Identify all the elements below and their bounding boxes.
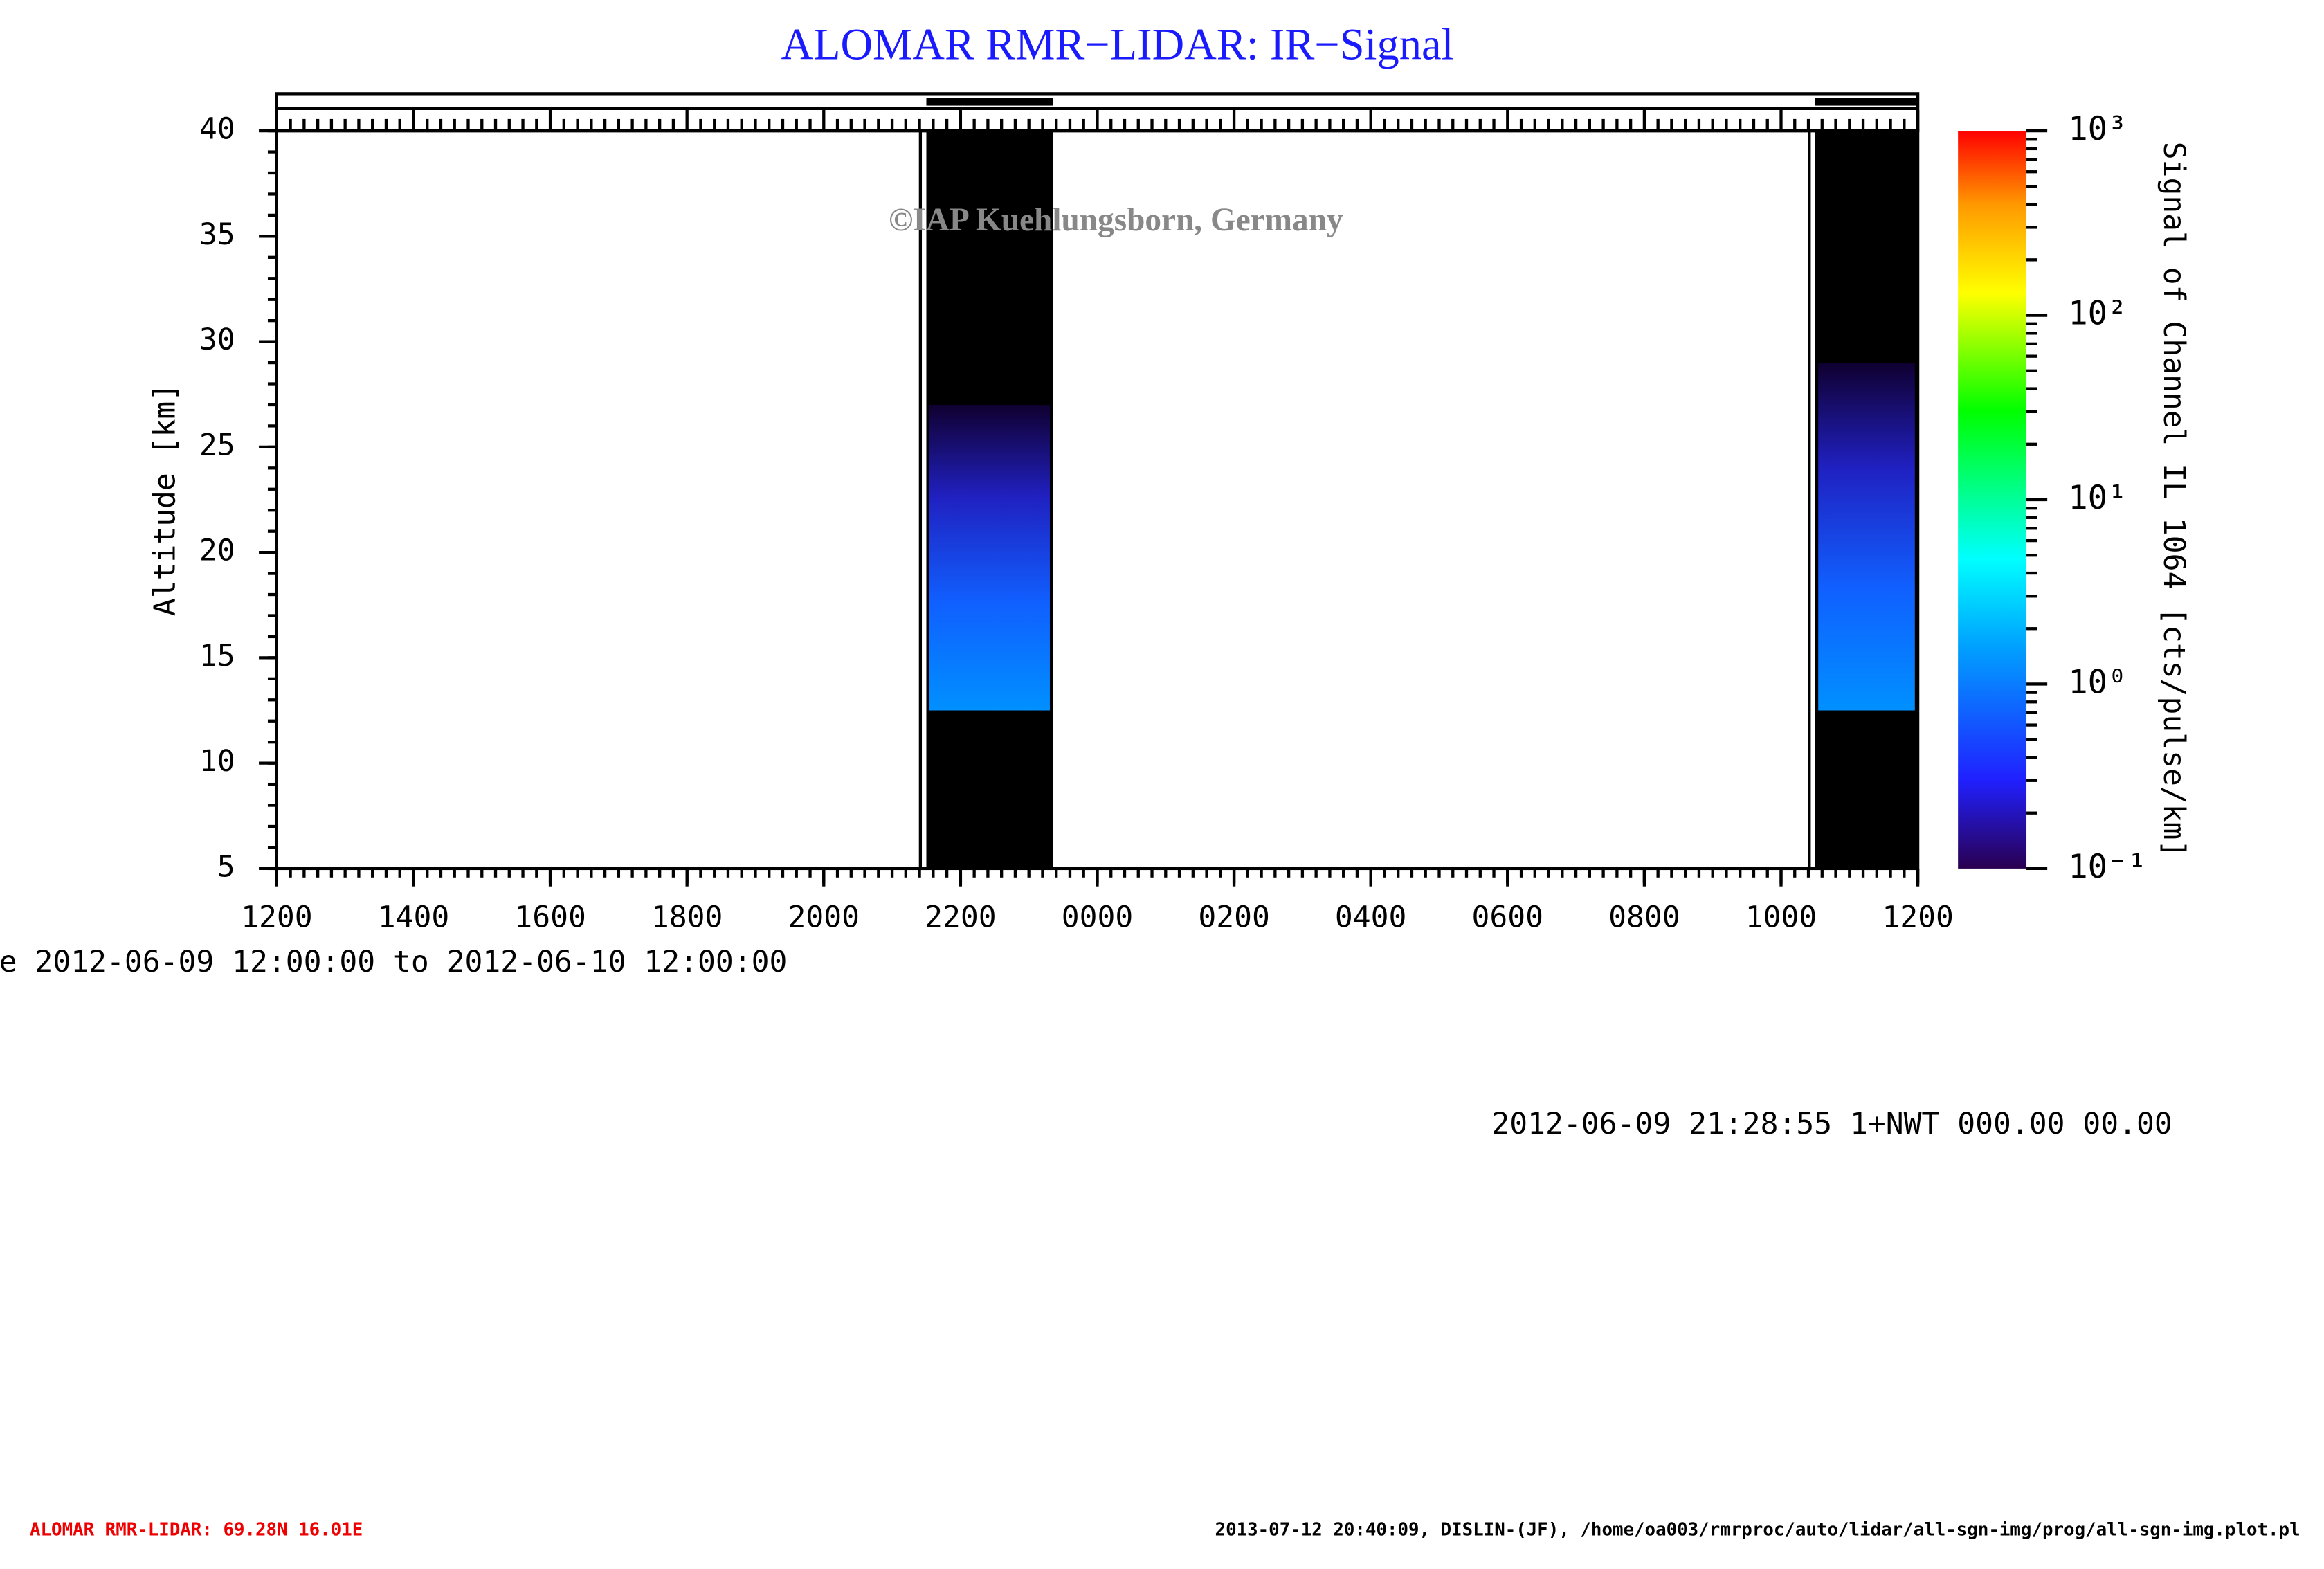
colorbar-tick-label: 10⁰ — [2068, 663, 2127, 701]
colorbar — [1958, 131, 2027, 869]
y-tick-label: 35 — [199, 217, 235, 252]
x-tick-label: 1200 — [1882, 900, 1954, 934]
y-tick-label: 5 — [217, 849, 235, 884]
y-tick-label: 25 — [199, 428, 235, 462]
x-tick-label: 1000 — [1745, 900, 1817, 934]
info-text: 2012-06-09 21:28:55 1+NWT 000.00 00.00 — [1491, 1107, 2172, 1141]
footer-left: ALOMAR RMR-LIDAR: 69.28N 16.01E — [30, 1520, 363, 1541]
x-tick-label: 1200 — [241, 900, 313, 934]
chart-title: ALOMAR RMR−LIDAR: IR−Signal — [781, 20, 1454, 69]
signal — [929, 404, 1050, 711]
x-tick-label: 0800 — [1608, 900, 1680, 934]
footer-right: 2013-07-12 20:40:09, DISLIN-(JF), /home/… — [1215, 1520, 2300, 1541]
y-tick-label: 10 — [199, 744, 235, 779]
measurement-bar — [1815, 98, 1918, 106]
y-tick-label: 40 — [199, 112, 235, 147]
y-axis-label: Altitude [km] — [147, 383, 182, 616]
y-tick-label: 20 — [199, 534, 235, 568]
x-tick-label: 0200 — [1198, 900, 1270, 934]
x-tick-label: 1600 — [514, 900, 586, 934]
x-tick-label: 0000 — [1062, 900, 1134, 934]
colorbar-label: Signal of Channel IL 1064 [cts/pulse/km] — [2157, 142, 2191, 858]
plot-frame — [275, 129, 1920, 871]
y-tick-label: 30 — [199, 323, 235, 357]
measurement-bar — [926, 98, 1053, 106]
x-tick-label: 1800 — [651, 900, 723, 934]
y-tick-label: 15 — [199, 639, 235, 673]
colorbar-tick-label: 10² — [2068, 295, 2127, 333]
x-axis-label: Universal Time 2012-06-09 12:00:00 to 20… — [0, 945, 787, 979]
colorbar-tick-label: 10³ — [2068, 110, 2127, 148]
x-tick-label: 0400 — [1335, 900, 1407, 934]
signal — [1818, 363, 1915, 711]
colorbar-tick-label: 10⁻¹ — [2068, 848, 2147, 886]
x-tick-label: 2000 — [788, 900, 860, 934]
x-tick-label: 0600 — [1472, 900, 1544, 934]
watermark: ©IAP Kuehlungsborn, Germany — [889, 202, 1343, 238]
x-tick-label: 2200 — [925, 900, 997, 934]
colorbar-tick-label: 10¹ — [2068, 479, 2127, 517]
x-tick-label: 1400 — [378, 900, 450, 934]
